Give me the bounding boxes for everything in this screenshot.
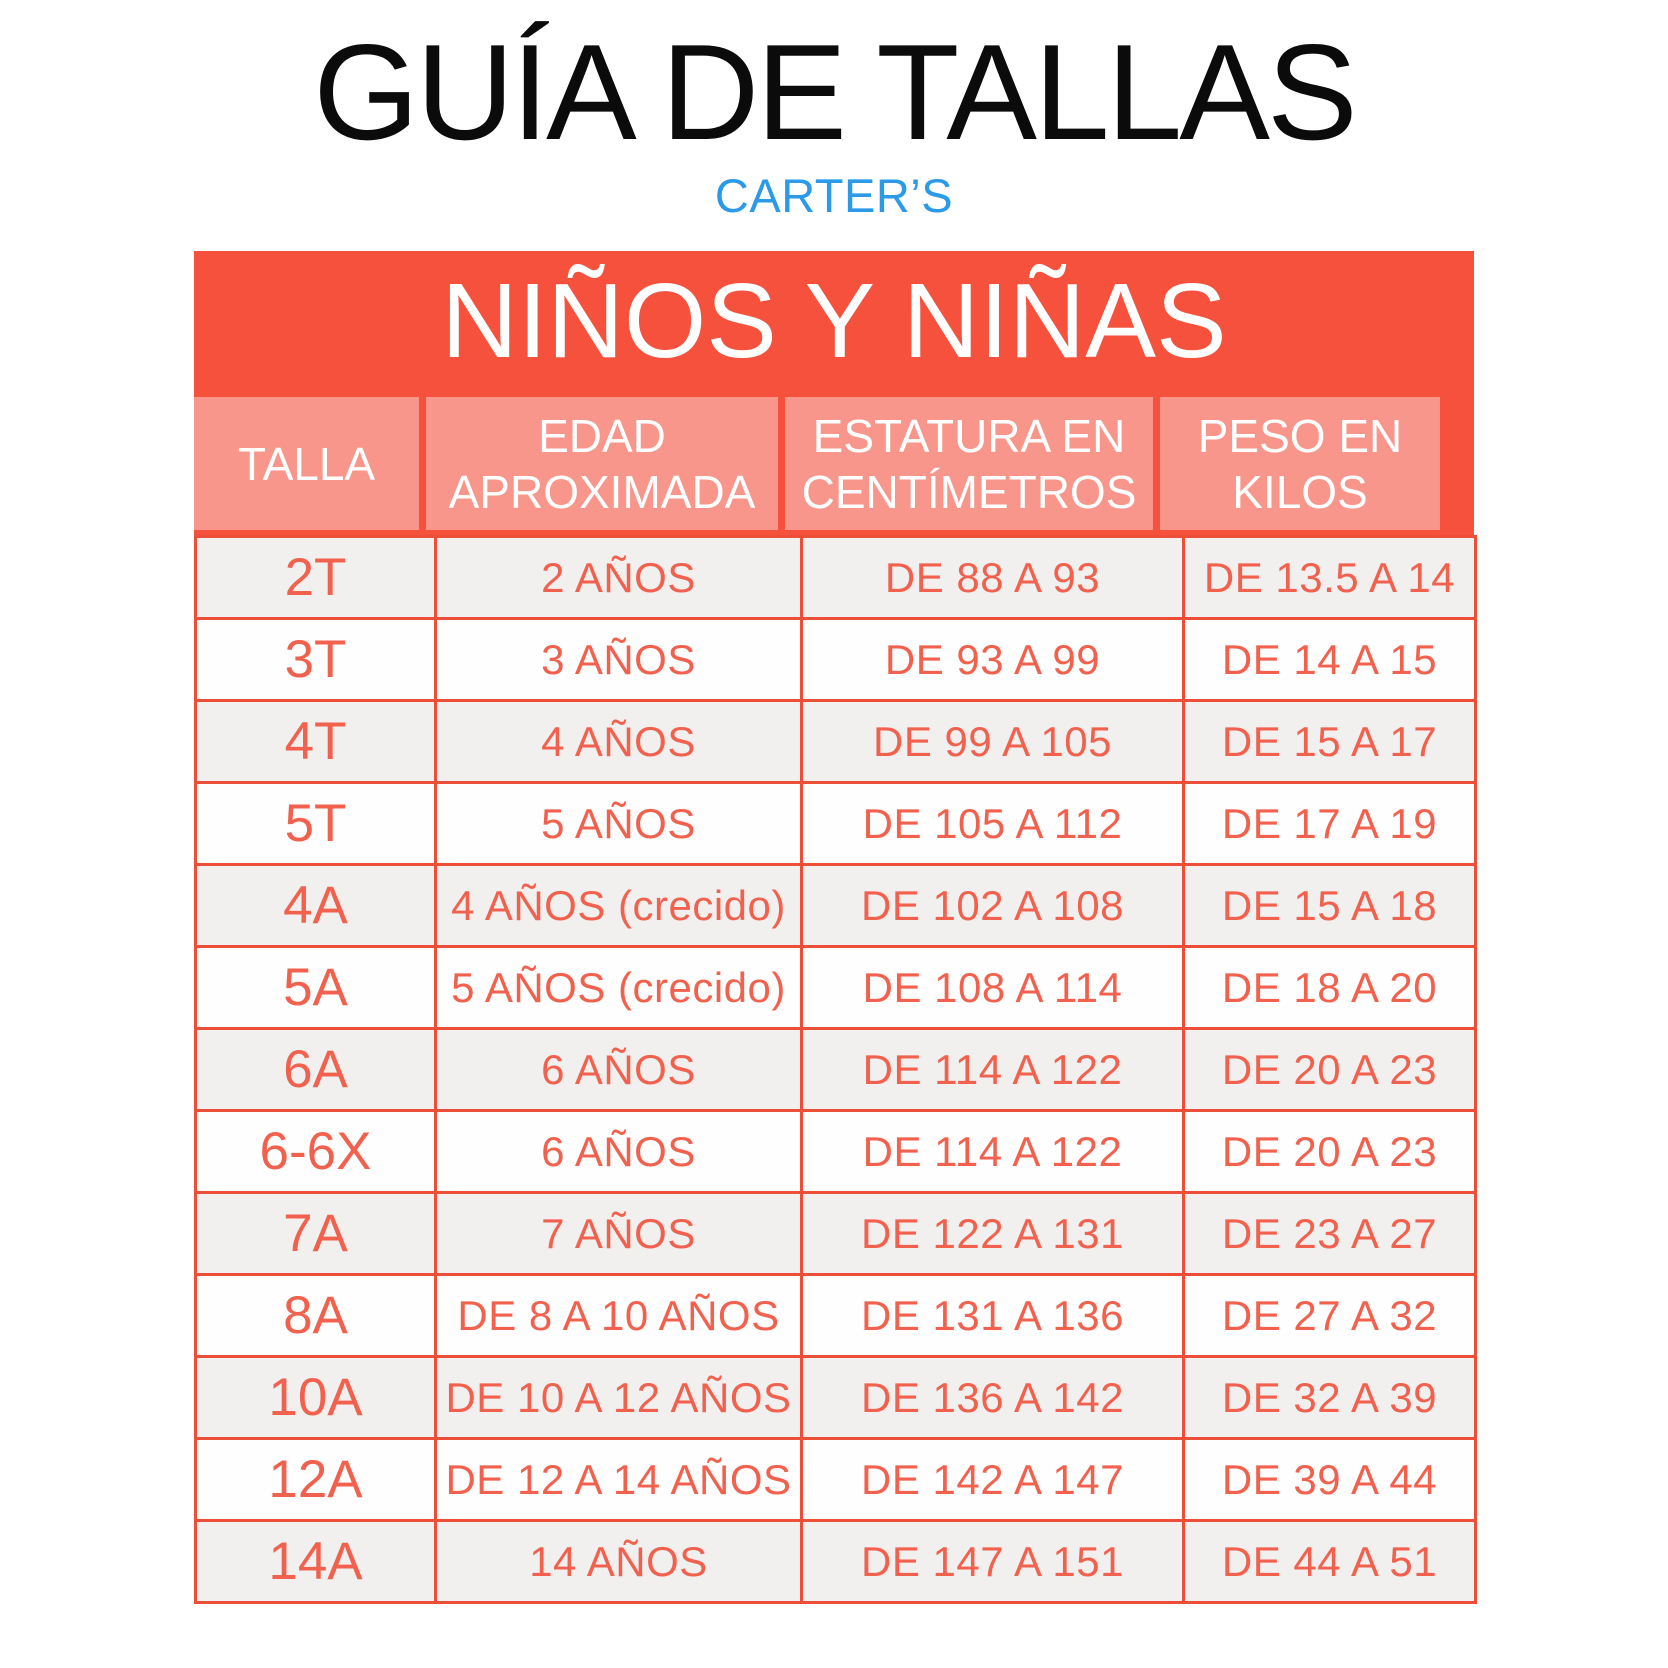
page-title: GUÍA DE TALLAS	[313, 16, 1357, 168]
cell-edad: 3 AÑOS	[434, 617, 803, 703]
table-row: 6-6X 6 AÑOS DE 114 A 122 DE 20 A 23	[194, 1109, 1477, 1195]
cell-talla: 6-6X	[194, 1109, 437, 1195]
table-header-row: TALLA EDAD APROXIMADA ESTATURA EN CENTÍM…	[194, 397, 1474, 536]
table-row: 12A DE 12 A 14 AÑOS DE 142 A 147 DE 39 A…	[194, 1437, 1477, 1523]
cell-estatura: DE 88 A 93	[800, 535, 1185, 621]
cell-talla: 10A	[194, 1355, 437, 1441]
cell-talla: 14A	[194, 1519, 437, 1605]
cell-talla: 3T	[194, 617, 437, 703]
cell-peso: DE 14 A 15	[1182, 617, 1477, 703]
cell-peso: DE 15 A 17	[1182, 699, 1477, 785]
cell-peso: DE 18 A 20	[1182, 945, 1477, 1031]
cell-talla: 5T	[194, 781, 437, 867]
cell-talla: 7A	[194, 1191, 437, 1277]
cell-edad: 6 AÑOS	[434, 1027, 803, 1113]
cell-peso: DE 23 A 27	[1182, 1191, 1477, 1277]
cell-estatura: DE 136 A 142	[800, 1355, 1185, 1441]
cell-talla: 4A	[194, 863, 437, 949]
table-row: 10A DE 10 A 12 AÑOS DE 136 A 142 DE 32 A…	[194, 1355, 1477, 1441]
cell-peso: DE 39 A 44	[1182, 1437, 1477, 1523]
cell-estatura: DE 114 A 122	[800, 1027, 1185, 1113]
cell-estatura: DE 131 A 136	[800, 1273, 1185, 1359]
cell-peso: DE 20 A 23	[1182, 1027, 1477, 1113]
cell-peso: DE 44 A 51	[1182, 1519, 1477, 1605]
size-table: 2T 2 AÑOS DE 88 A 93 DE 13.5 A 14 3T 3 A…	[194, 535, 1477, 1605]
cell-edad: DE 8 A 10 AÑOS	[434, 1273, 803, 1359]
column-header-estatura: ESTATURA EN CENTÍMETROS	[785, 397, 1153, 531]
cell-estatura: DE 105 A 112	[800, 781, 1185, 867]
column-header-talla: TALLA	[194, 397, 419, 531]
table-banner: NIÑOS Y NIÑAS	[194, 251, 1474, 398]
table-row: 14A 14 AÑOS DE 147 A 151 DE 44 A 51	[194, 1519, 1477, 1605]
cell-edad: 4 AÑOS	[434, 699, 803, 785]
cell-talla: 4T	[194, 699, 437, 785]
cell-estatura: DE 108 A 114	[800, 945, 1185, 1031]
cell-edad: 7 AÑOS	[434, 1191, 803, 1277]
table-row: 4A 4 AÑOS (crecido) DE 102 A 108 DE 15 A…	[194, 863, 1477, 949]
cell-estatura: DE 93 A 99	[800, 617, 1185, 703]
table-row: 8A DE 8 A 10 AÑOS DE 131 A 136 DE 27 A 3…	[194, 1273, 1477, 1359]
cell-edad: DE 12 A 14 AÑOS	[434, 1437, 803, 1523]
table-row: 6A 6 AÑOS DE 114 A 122 DE 20 A 23	[194, 1027, 1477, 1113]
cell-talla: 5A	[194, 945, 437, 1031]
table-row: 5T 5 AÑOS DE 105 A 112 DE 17 A 19	[194, 781, 1477, 867]
cell-peso: DE 13.5 A 14	[1182, 535, 1477, 621]
cell-edad: 6 AÑOS	[434, 1109, 803, 1195]
table-row: 4T 4 AÑOS DE 99 A 105 DE 15 A 17	[194, 699, 1477, 785]
table-row: 2T 2 AÑOS DE 88 A 93 DE 13.5 A 14	[194, 535, 1477, 621]
size-table-body: 2T 2 AÑOS DE 88 A 93 DE 13.5 A 14 3T 3 A…	[194, 535, 1477, 1605]
cell-talla: 8A	[194, 1273, 437, 1359]
cell-peso: DE 17 A 19	[1182, 781, 1477, 867]
cell-talla: 12A	[194, 1437, 437, 1523]
cell-edad: DE 10 A 12 AÑOS	[434, 1355, 803, 1441]
brand-subtitle: CARTER’S	[714, 168, 954, 222]
cell-edad: 2 AÑOS	[434, 535, 803, 621]
cell-estatura: DE 114 A 122	[800, 1109, 1185, 1195]
size-guide-table: NIÑOS Y NIÑAS TALLA EDAD APROXIMADA ESTA…	[194, 251, 1477, 1605]
cell-estatura: DE 142 A 147	[800, 1437, 1185, 1523]
cell-edad: 14 AÑOS	[434, 1519, 803, 1605]
cell-estatura: DE 102 A 108	[800, 863, 1185, 949]
cell-estatura: DE 122 A 131	[800, 1191, 1185, 1277]
cell-peso: DE 15 A 18	[1182, 863, 1477, 949]
cell-talla: 2T	[194, 535, 437, 621]
table-row: 5A 5 AÑOS (crecido) DE 108 A 114 DE 18 A…	[194, 945, 1477, 1031]
cell-estatura: DE 147 A 151	[800, 1519, 1185, 1605]
cell-peso: DE 32 A 39	[1182, 1355, 1477, 1441]
column-header-edad: EDAD APROXIMADA	[426, 397, 778, 531]
cell-estatura: DE 99 A 105	[800, 699, 1185, 785]
cell-peso: DE 27 A 32	[1182, 1273, 1477, 1359]
cell-peso: DE 20 A 23	[1182, 1109, 1477, 1195]
table-row: 7A 7 AÑOS DE 122 A 131 DE 23 A 27	[194, 1191, 1477, 1277]
cell-talla: 6A	[194, 1027, 437, 1113]
cell-edad: 5 AÑOS (crecido)	[434, 945, 803, 1031]
column-header-peso: PESO EN KILOS	[1160, 397, 1440, 531]
cell-edad: 5 AÑOS	[434, 781, 803, 867]
cell-edad: 4 AÑOS (crecido)	[434, 863, 803, 949]
table-row: 3T 3 AÑOS DE 93 A 99 DE 14 A 15	[194, 617, 1477, 703]
